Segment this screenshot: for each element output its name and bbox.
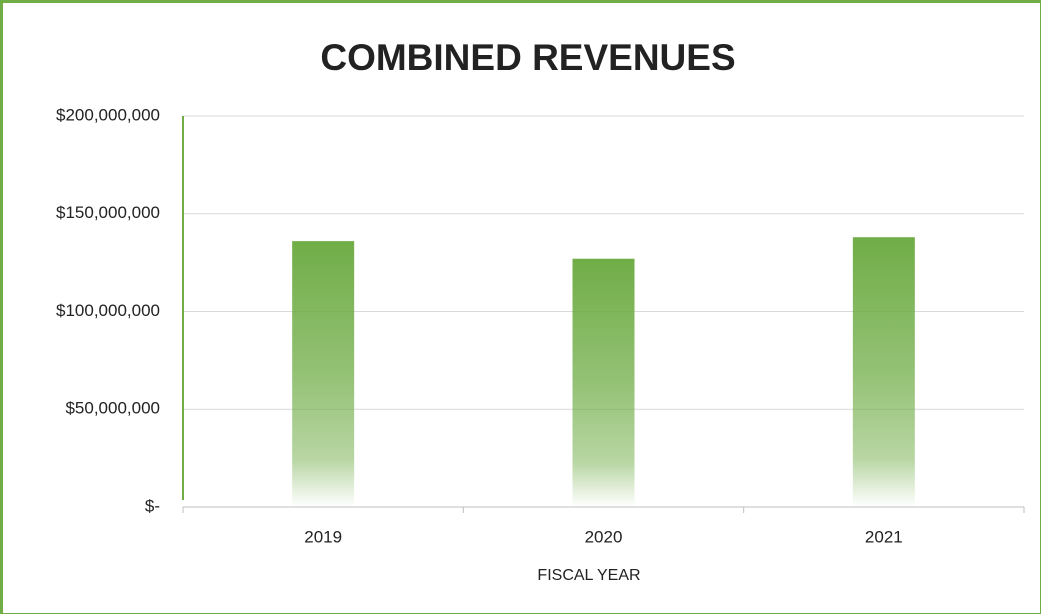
x-axis-label: FISCAL YEAR (537, 567, 640, 584)
x-tick-label: 2019 (304, 527, 342, 546)
chart-title: COMBINED REVENUES (320, 37, 735, 78)
x-tick-label: 2021 (865, 527, 903, 546)
y-tick-label: $150,000,000 (56, 203, 160, 222)
bar (572, 258, 635, 507)
y-tick-label: $100,000,000 (56, 301, 160, 320)
x-tick-label: 2020 (585, 527, 623, 546)
bar (292, 241, 355, 507)
y-tick-label: $- (145, 496, 160, 515)
y-tick-label: $200,000,000 (56, 105, 160, 124)
y-tick-label: $50,000,000 (65, 399, 160, 418)
bar (852, 237, 915, 507)
